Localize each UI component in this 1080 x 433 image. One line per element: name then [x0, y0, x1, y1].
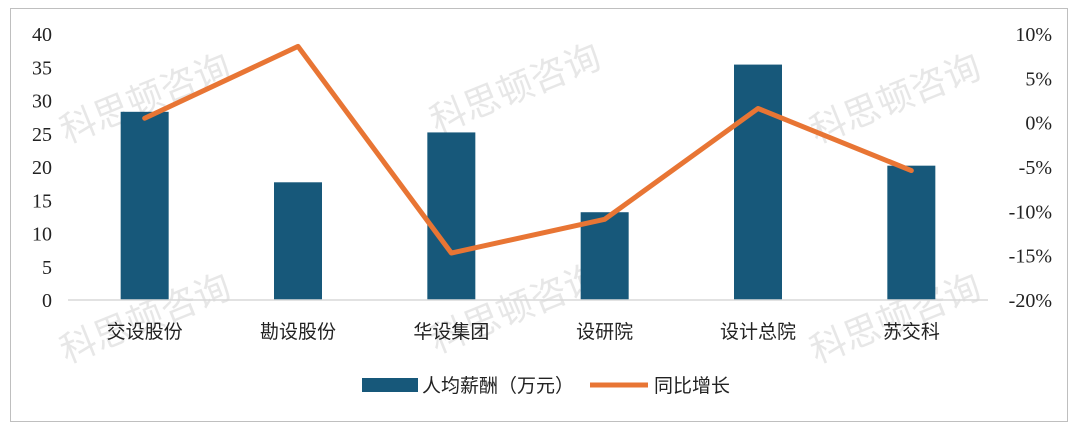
category-label: 苏交科	[883, 321, 940, 343]
right-tick-label: 0%	[1025, 113, 1052, 135]
category-labels: 交设股份 勘设股份 华设集团 设研院 设计总院 苏交科	[107, 321, 940, 343]
bar	[734, 64, 782, 300]
bar	[120, 111, 169, 301]
legend: 人均薪酬（万元） 同比增长	[362, 375, 730, 397]
growth-line	[142, 43, 914, 256]
category-label: 设计总院	[720, 321, 796, 343]
left-tick-label: 10	[32, 224, 52, 246]
category-label: 设研院	[576, 321, 633, 343]
left-tick-label: 40	[32, 24, 52, 46]
bar-series	[120, 64, 936, 301]
bar	[274, 182, 322, 300]
right-axis-ticks: -20% -15% -10% -5% 0% 5% 10%	[1009, 24, 1052, 312]
left-tick-label: 5	[42, 257, 52, 279]
legend-bar-swatch	[362, 378, 418, 392]
left-tick-label: 30	[32, 91, 52, 113]
category-label: 华设集团	[413, 321, 489, 343]
left-tick-label: 25	[32, 124, 52, 146]
watermark-text: 科思顿咨询	[425, 37, 607, 142]
left-axis-ticks: 0 5 10 15 20 25 30 35 40	[32, 24, 52, 312]
right-tick-label: -15%	[1009, 246, 1052, 268]
right-tick-label: -5%	[1019, 157, 1052, 179]
left-tick-label: 20	[32, 157, 52, 179]
right-tick-label: 10%	[1015, 24, 1052, 46]
left-tick-label: 35	[32, 57, 52, 79]
left-tick-label: 0	[42, 290, 52, 312]
left-tick-label: 15	[32, 190, 52, 212]
bar	[427, 132, 476, 300]
right-tick-label: -20%	[1009, 290, 1052, 312]
bar	[887, 165, 936, 300]
bar	[580, 212, 629, 300]
right-tick-label: -10%	[1009, 201, 1052, 223]
legend-bar-label: 人均薪酬（万元）	[422, 375, 574, 397]
right-tick-label: 5%	[1025, 68, 1052, 90]
category-label: 交设股份	[107, 321, 183, 343]
category-label: 勘设股份	[260, 321, 336, 343]
legend-line-label: 同比增长	[654, 375, 730, 397]
